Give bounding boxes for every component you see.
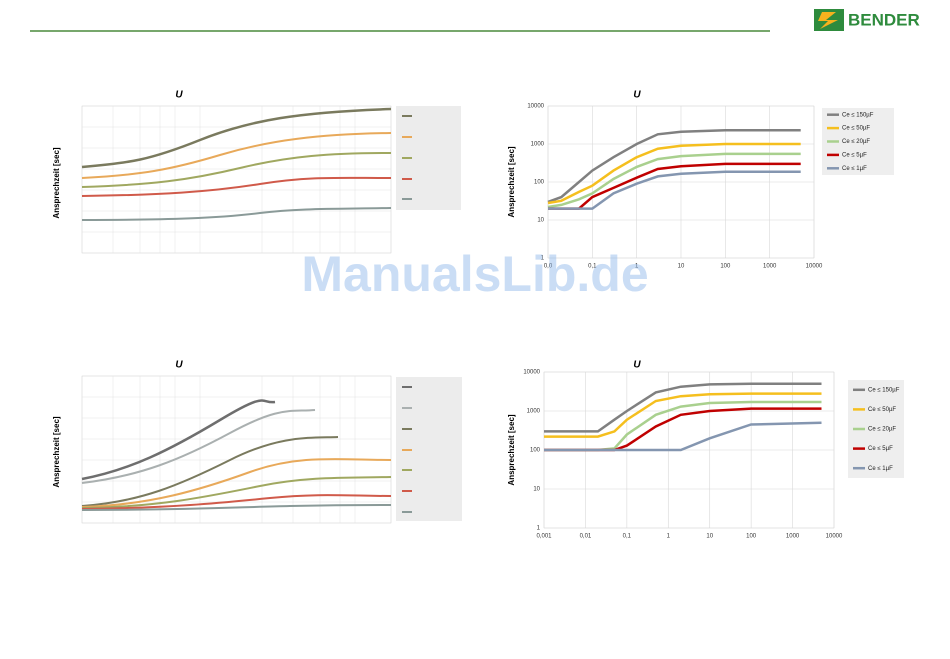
plot-area (81, 105, 392, 254)
legend-label: Ce ≤ 20µF (842, 139, 870, 145)
y-tick-label: 10 (537, 218, 544, 224)
y-tick-label: 100 (534, 180, 545, 186)
series-line (547, 152, 801, 209)
series-line (544, 382, 822, 433)
curve (81, 458, 392, 508)
legend-label: Ce ≤ 1µF (842, 166, 867, 172)
x-tick-label: 0,001 (536, 534, 552, 540)
x-tick-label: 0,01 (580, 534, 592, 540)
y-axis-label: Ansprechzeit [sec] (507, 146, 516, 217)
x-tick-label: 1 (635, 264, 639, 270)
series-line (544, 392, 822, 438)
chart-title: U (633, 90, 641, 101)
y-tick-label: 100 (530, 448, 541, 454)
legend-label: Ce ≤ 150µF (868, 387, 900, 393)
y-tick-label: 10000 (523, 370, 540, 376)
y-axis-label: Ansprechzeit [sec] (52, 147, 61, 218)
x-tick-label: 10 (706, 534, 713, 540)
curve (81, 476, 392, 509)
chart-title: U (175, 360, 183, 371)
legend-label: Ce ≤ 20µF (868, 427, 896, 433)
y-axis-label: Ansprechzeit [sec] (52, 416, 61, 487)
logo-text: BENDER (848, 10, 920, 29)
x-tick-label: 100 (720, 264, 731, 270)
y-tick-label: 10 (533, 487, 540, 493)
series-line (547, 129, 801, 204)
y-tick-label: 1 (537, 526, 541, 532)
logo-bolt (818, 12, 838, 29)
panel: U Ansprechzeit [sec] (52, 90, 461, 254)
legend-label: Ce ≤ 50µF (842, 126, 870, 132)
curve (81, 504, 392, 511)
panel: U Ansprechzeit [sec] (52, 360, 462, 524)
x-tick-label: 100 (746, 534, 757, 540)
curve (81, 409, 316, 484)
legend-label: Ce ≤ 5µF (842, 152, 867, 158)
curve (81, 107, 392, 169)
curve (81, 132, 392, 179)
x-tick-label: 0,0 (544, 264, 553, 270)
curve (81, 436, 339, 507)
x-tick-label: 10000 (826, 534, 843, 540)
y-tick-label: 1000 (531, 142, 545, 148)
y-tick-label: 1000 (527, 409, 541, 415)
y-tick-label: 1 (541, 256, 545, 262)
x-tick-label: 0,1 (623, 534, 632, 540)
x-tick-label: 10 (678, 264, 685, 270)
curve (81, 207, 392, 221)
legend-label: Ce ≤ 1µF (868, 466, 893, 472)
chart-title: U (633, 360, 641, 371)
series-line (547, 142, 801, 205)
legend-label: Ce ≤ 150µF (842, 112, 874, 118)
curve (81, 494, 392, 510)
y-axis-label: Ansprechzeit [sec] (507, 414, 516, 485)
series-line (548, 170, 801, 210)
chart-title: U (175, 90, 183, 101)
x-tick-label: 1 (667, 534, 671, 540)
y-tick-label: 10000 (527, 104, 544, 110)
x-tick-label: 0,1 (588, 264, 597, 270)
curve (81, 176, 392, 197)
legend-label: Ce ≤ 50µF (868, 407, 896, 413)
legend-label: Ce ≤ 5µF (868, 446, 893, 452)
series-line (544, 421, 822, 452)
x-tick-label: 1000 (763, 264, 777, 270)
watermark: ManualsLib.de (301, 246, 648, 302)
logo: BENDER (814, 9, 920, 31)
x-tick-label: 10000 (806, 264, 823, 270)
curve (81, 399, 276, 481)
curve (81, 152, 392, 188)
x-tick-label: 1000 (786, 534, 800, 540)
